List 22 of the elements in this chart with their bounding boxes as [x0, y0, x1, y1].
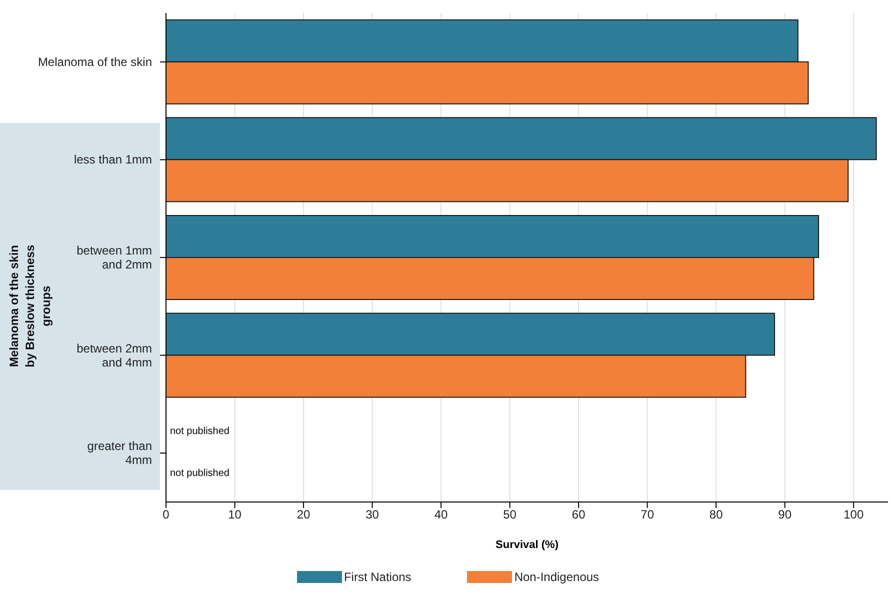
y-axis-title: Melanoma of the skin by Breslow thickness groups — [6, 245, 54, 368]
x-tick-label: 90 — [778, 508, 792, 522]
x-tick-label: 70 — [640, 508, 654, 522]
x-tick-label: 30 — [366, 508, 380, 522]
x-tick-label: 0 — [162, 508, 170, 522]
x-tick-label: 50 — [503, 508, 517, 522]
text: not published — [170, 468, 230, 480]
y-tick-label: between 1mm and 2mm — [76, 244, 152, 272]
y-tick-label: between 2mm and 4mm — [76, 341, 152, 370]
x-tick-label: 100 — [844, 508, 864, 522]
x-tick-label: 40 — [434, 508, 448, 522]
x-tick-label: 80 — [709, 508, 724, 522]
legend-label: Non-Indigenous — [513, 570, 600, 584]
x-tick-label: 20 — [296, 508, 311, 522]
legend-label: First Nations — [342, 570, 412, 584]
y-tick-label: less than 1mm — [74, 152, 152, 167]
x-tick-label: 10 — [228, 508, 242, 522]
y-tick-label: greater than 4mm — [87, 439, 152, 468]
x-tick-label: 60 — [572, 508, 586, 522]
x-axis-title: Survival (%) — [496, 539, 559, 551]
y-tick-label: Melanoma of the skin — [38, 54, 152, 69]
text: not published — [170, 426, 230, 438]
